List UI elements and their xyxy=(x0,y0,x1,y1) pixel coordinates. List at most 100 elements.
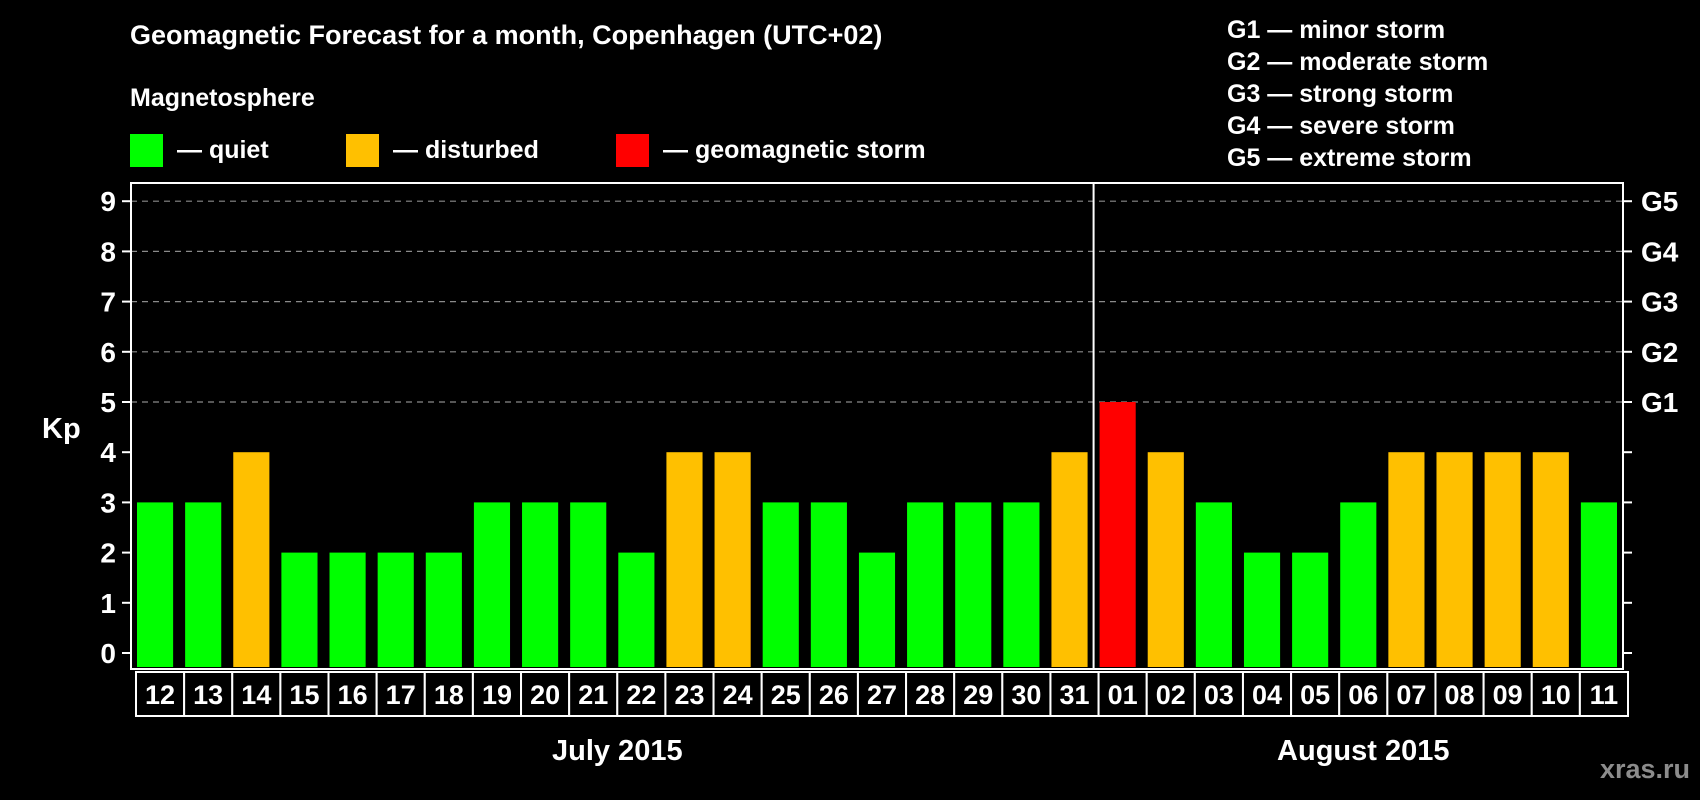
date-label-11: 11 xyxy=(1590,680,1619,710)
date-label-12: 12 xyxy=(145,680,175,710)
plot-frame xyxy=(130,182,1624,670)
date-label-10: 10 xyxy=(1541,680,1571,710)
bar-27 xyxy=(858,552,896,667)
month-label-july: July 2015 xyxy=(551,735,683,767)
storm-scale-g4: G4 — severe storm xyxy=(1227,112,1455,140)
date-label-07: 07 xyxy=(1396,680,1426,710)
date-cell-19 xyxy=(471,671,523,717)
y-tick-label-4: 4 xyxy=(100,437,116,468)
date-label-21: 21 xyxy=(578,680,608,710)
date-label-09: 09 xyxy=(1493,680,1523,710)
bar-18 xyxy=(425,552,462,667)
y-tick-label-1: 1 xyxy=(100,588,116,619)
date-cell-10 xyxy=(1530,671,1581,717)
date-cell-12 xyxy=(135,671,186,717)
date-label-17: 17 xyxy=(386,680,416,710)
legend-storm-label: — geomagnetic storm xyxy=(663,135,926,164)
date-cell-15 xyxy=(279,671,330,717)
date-cell-11 xyxy=(1578,671,1630,717)
legend-quiet: — quiet xyxy=(130,133,269,167)
y-tick-label-9: 9 xyxy=(100,186,116,217)
bar-29 xyxy=(955,502,992,667)
bar-10 xyxy=(1532,452,1569,667)
date-label-05: 05 xyxy=(1300,680,1330,710)
legend-storm: — geomagnetic storm xyxy=(616,133,926,167)
date-cell-09 xyxy=(1482,671,1533,717)
date-label-14: 14 xyxy=(241,680,271,710)
bar-08 xyxy=(1436,452,1473,667)
bar-05 xyxy=(1292,552,1329,667)
bar-09 xyxy=(1484,452,1521,667)
legend-quiet-swatch xyxy=(130,133,163,167)
date-cell-18 xyxy=(423,671,474,717)
storm-scale-g5: G5 — extreme storm xyxy=(1227,144,1472,172)
bar-04 xyxy=(1243,552,1281,667)
bar-24 xyxy=(714,452,751,667)
chart-title: Geomagnetic Forecast for a month, Copenh… xyxy=(130,20,883,50)
date-cell-07 xyxy=(1386,671,1437,717)
date-label-29: 29 xyxy=(963,680,993,710)
date-label-19: 19 xyxy=(482,680,512,710)
bar-22 xyxy=(618,552,655,667)
date-cell-23 xyxy=(664,671,715,717)
date-cell-08 xyxy=(1434,671,1485,717)
g-scale-label-G4: G4 xyxy=(1641,236,1679,267)
y-tick-label-3: 3 xyxy=(100,487,116,518)
date-label-08: 08 xyxy=(1445,680,1475,710)
date-label-22: 22 xyxy=(626,680,656,710)
g-scale-label-G2: G2 xyxy=(1641,337,1678,368)
date-label-31: 31 xyxy=(1059,680,1089,710)
date-label-18: 18 xyxy=(434,680,464,710)
bar-28 xyxy=(907,502,944,667)
date-cell-25 xyxy=(760,671,811,717)
g-scale-label-G5: G5 xyxy=(1641,186,1678,217)
date-cell-14 xyxy=(231,671,282,717)
g-scale-label-G3: G3 xyxy=(1641,287,1678,318)
date-cell-29 xyxy=(953,671,1004,717)
y-tick-label-5: 5 xyxy=(100,387,116,418)
magnetosphere-label: Magnetosphere xyxy=(130,84,315,112)
bar-19 xyxy=(473,502,511,667)
bar-14 xyxy=(233,452,270,667)
bar-26 xyxy=(810,502,847,667)
bar-16 xyxy=(329,552,366,667)
date-cell-03 xyxy=(1193,671,1244,717)
date-label-04: 04 xyxy=(1252,680,1282,710)
bar-07 xyxy=(1388,452,1425,667)
bar-25 xyxy=(762,502,799,667)
date-label-26: 26 xyxy=(819,680,849,710)
date-cell-21 xyxy=(568,671,619,717)
date-label-01: 01 xyxy=(1108,680,1138,710)
bar-17 xyxy=(377,552,414,667)
date-label-24: 24 xyxy=(723,680,753,710)
legend-quiet-label: — quiet xyxy=(177,135,269,164)
bar-23 xyxy=(666,452,703,667)
y-tick-label-6: 6 xyxy=(100,337,116,368)
date-label-13: 13 xyxy=(193,680,223,710)
date-label-20: 20 xyxy=(530,680,560,710)
date-cell-22 xyxy=(616,671,667,717)
date-cell-26 xyxy=(808,671,859,717)
date-cell-30 xyxy=(1001,671,1052,717)
y-tick-label-7: 7 xyxy=(100,287,116,318)
legend-disturbed-swatch xyxy=(346,133,379,167)
g-scale-label-G1: G1 xyxy=(1641,387,1678,418)
date-label-15: 15 xyxy=(289,680,319,710)
y-axis-label: Kp xyxy=(42,413,81,445)
date-cell-04 xyxy=(1241,671,1293,717)
date-cell-20 xyxy=(520,671,571,717)
bar-21 xyxy=(570,502,607,667)
storm-scale-legend: G1 — minor storm G2 — moderate storm G3 … xyxy=(1227,14,1488,174)
date-cell-05 xyxy=(1290,671,1341,717)
legend-disturbed: — disturbed xyxy=(346,133,539,167)
legend-storm-swatch xyxy=(616,133,649,167)
watermark: xras.ru xyxy=(1599,754,1690,784)
date-cell-28 xyxy=(905,671,956,717)
legend-disturbed-label: — disturbed xyxy=(393,135,539,164)
bar-13 xyxy=(185,502,222,667)
date-label-28: 28 xyxy=(915,680,945,710)
bar-03 xyxy=(1195,502,1232,667)
y-tick-label-0: 0 xyxy=(100,638,116,669)
storm-scale-g1: G1 — minor storm xyxy=(1227,16,1446,44)
bar-01 xyxy=(1099,402,1136,667)
